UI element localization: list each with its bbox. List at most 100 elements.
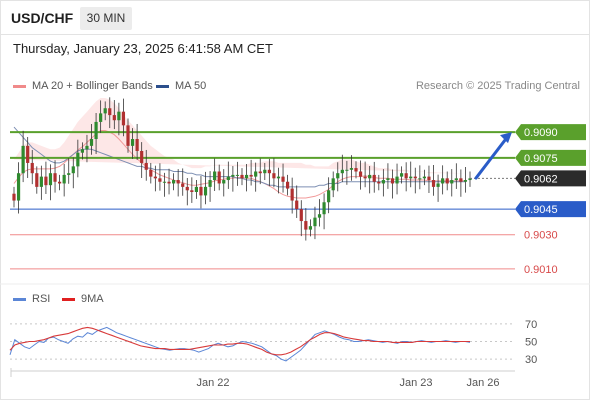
level-tag: [515, 149, 586, 166]
candle-body: [272, 173, 276, 179]
rsi-label: RSI: [32, 293, 51, 305]
candle-body: [71, 166, 75, 174]
timestamp: Thursday, January 23, 2025 6:41:58 AM CE…: [13, 41, 273, 56]
candle-body: [450, 180, 454, 184]
candle-body: [313, 217, 317, 227]
level-label: 0.9030: [524, 230, 558, 242]
candle-body: [454, 178, 458, 181]
candle-body: [400, 173, 404, 177]
header: USD/CHF 30 MIN: [0, 0, 590, 36]
candle-body: [208, 180, 212, 187]
candle-body: [386, 178, 390, 181]
candle-body: [99, 113, 103, 122]
candle-body: [89, 139, 94, 146]
candle-body: [308, 226, 312, 230]
candle-body: [372, 174, 376, 182]
candle-body: [235, 174, 240, 176]
candle-body: [199, 186, 203, 196]
ma50-line: [13, 126, 466, 188]
candle-body: [258, 171, 262, 174]
forecast-arrow-head: [500, 132, 512, 144]
candle-body: [176, 180, 180, 184]
candle-body: [290, 188, 294, 201]
candle-body: [62, 174, 66, 184]
candle-body: [217, 171, 221, 184]
candle-body: [185, 186, 189, 191]
rsi-ma-line: [9, 326, 470, 356]
candle-body: [94, 121, 98, 140]
rsi-swatch: [13, 297, 26, 301]
candle-body: [254, 171, 258, 177]
candle-body: [327, 190, 331, 203]
candle-body: [16, 173, 21, 201]
candle-body: [354, 168, 358, 172]
candle-body: [158, 178, 162, 182]
candle-body: [144, 162, 148, 170]
level-tag: [515, 201, 586, 218]
candle-body: [267, 169, 271, 174]
candle-body: [286, 181, 290, 189]
candle-body: [181, 183, 185, 187]
candle-body: [121, 111, 126, 126]
candle-body: [39, 176, 43, 187]
symbol-title: USD/CHF: [11, 10, 74, 26]
level-tag: [515, 124, 586, 141]
candle-body: [231, 174, 235, 177]
ma20-line: [13, 130, 466, 199]
timeframe-button[interactable]: 30 MIN: [80, 7, 132, 30]
candle-body: [44, 176, 48, 186]
level-label: 0.9075: [524, 153, 558, 165]
candle-body: [172, 180, 176, 184]
candle-body: [167, 181, 171, 184]
candle-body: [244, 174, 249, 179]
candle-body: [413, 176, 417, 179]
candle-body: [431, 180, 436, 187]
candle-body: [190, 190, 194, 192]
candle-body: [80, 149, 84, 153]
candle-body: [322, 202, 326, 215]
legend-ma50: MA 50: [156, 80, 206, 92]
candle-body: [304, 221, 308, 230]
candle-body: [126, 125, 130, 146]
candle-body: [21, 145, 25, 174]
candle-body: [240, 174, 244, 179]
forecast-arrow-shaft: [474, 134, 510, 180]
rsi-ma-swatch: [62, 297, 75, 301]
candle-body: [349, 168, 354, 170]
candle-body: [395, 176, 399, 184]
ma20-label: MA 20 + Bollinger Bands: [32, 80, 153, 92]
candle-body: [85, 145, 89, 150]
candle-body: [58, 181, 62, 184]
candle-body: [53, 173, 57, 182]
ma50-label: MA 50: [175, 80, 207, 92]
candle-body: [30, 162, 34, 174]
candle-body: [108, 108, 112, 116]
candle-body: [117, 111, 121, 121]
time-axis-label: Jan 22: [196, 377, 229, 389]
candle-body: [213, 171, 217, 181]
candle-body: [162, 181, 167, 183]
candle-body: [194, 186, 198, 192]
candle-body: [331, 178, 335, 191]
candle-body: [263, 169, 267, 174]
candle-body: [418, 178, 422, 180]
candle-body: [427, 176, 431, 181]
level-label: 0.9045: [524, 204, 558, 216]
candle-body: [468, 178, 472, 181]
candle-body: [222, 180, 226, 184]
rsi-tick-label: 30: [525, 354, 537, 366]
candle-body: [249, 174, 253, 177]
ma20-swatch: [13, 84, 26, 88]
candle-body: [26, 145, 30, 163]
candle-body: [140, 150, 144, 163]
rsi-tick-label: 50: [525, 337, 537, 349]
candle-body: [459, 178, 463, 182]
rsi-ma-label: 9MA: [81, 293, 104, 305]
candle-body: [130, 139, 135, 146]
candle-body: [336, 173, 340, 179]
candle-body: [112, 115, 116, 121]
legend-rsi: RSI: [13, 293, 50, 305]
candle-body: [463, 180, 468, 182]
candle-body: [422, 176, 426, 179]
